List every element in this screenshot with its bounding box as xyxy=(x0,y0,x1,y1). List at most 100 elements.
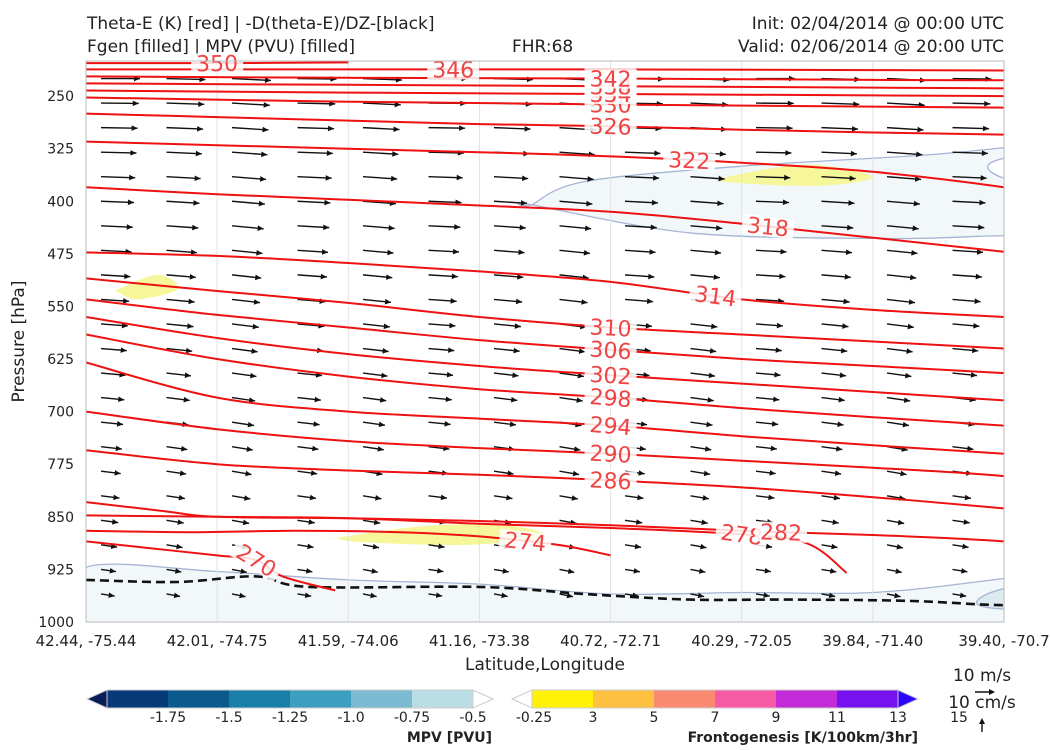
wind-arrow xyxy=(624,273,655,280)
wind-arrow xyxy=(821,298,850,305)
wind-arrow xyxy=(886,225,919,231)
y-tick-label: 700 xyxy=(47,405,74,421)
wind-arrow xyxy=(886,249,918,256)
wind-arrow xyxy=(297,543,314,550)
wind-arrow xyxy=(821,347,848,354)
wind-arrow xyxy=(952,224,985,231)
wind-arrow xyxy=(821,592,836,599)
wind-arrow xyxy=(755,592,770,598)
colorbar-tick: 7 xyxy=(711,710,720,726)
x-tick-label: 39.40, -70.7 xyxy=(958,632,1049,650)
x-tick-label: 40.29, -72.05 xyxy=(691,632,792,650)
wind-arrow xyxy=(952,592,967,599)
wind-arrow xyxy=(231,592,246,599)
wind-arrow xyxy=(952,519,970,525)
colorbar-title: Frontogenesis [K/100km/3hr] xyxy=(688,730,918,746)
wind-arrow xyxy=(886,176,922,182)
wind-arrow xyxy=(690,421,713,428)
wind-arrow xyxy=(231,274,262,281)
theta-e-label-318: 318 xyxy=(746,213,790,242)
wind-arrow xyxy=(100,125,138,131)
colorbar-tick: -1.75 xyxy=(150,710,186,726)
wind-arrow xyxy=(624,494,644,501)
colorbar-tick: 9 xyxy=(772,710,781,726)
theta-e-contour-318 xyxy=(86,186,1004,253)
wind-arrow xyxy=(166,249,198,256)
wind-arrow xyxy=(493,396,518,403)
wind-arrow xyxy=(493,175,529,182)
wind-arrow xyxy=(362,543,380,550)
wind-arrow xyxy=(690,568,706,574)
wind-arrow xyxy=(952,175,987,181)
wind-arrow xyxy=(166,298,195,305)
wind-arrow xyxy=(493,249,525,256)
theta-e-label-290: 290 xyxy=(589,442,632,469)
colorbar-tick: 11 xyxy=(828,710,846,726)
wind-arrow xyxy=(428,396,452,403)
wind-arrow xyxy=(821,372,847,378)
wind-arrow xyxy=(231,445,253,452)
wind-arrow xyxy=(231,372,257,379)
wind-arrow xyxy=(624,543,642,550)
wind-arrow xyxy=(886,396,911,403)
wind-arrow xyxy=(100,224,133,230)
wind-arrow xyxy=(952,445,974,452)
wind-arrow xyxy=(428,322,456,329)
wind-arrow xyxy=(952,322,980,329)
wind-arrow xyxy=(690,396,714,403)
wind-arrow xyxy=(690,274,720,280)
wind-arrow xyxy=(952,150,988,157)
wind-arrow xyxy=(297,592,312,599)
init-time: Init: 02/04/2014 @ 00:00 UTC xyxy=(751,14,1004,34)
wind-arrow xyxy=(231,200,265,207)
theta-e-label-314: 314 xyxy=(693,282,738,312)
wind-arrow xyxy=(362,323,390,330)
wind-arrow xyxy=(952,347,979,354)
wind-arrow xyxy=(755,125,793,131)
wind-arrow xyxy=(297,494,317,501)
colorbar-tick: -0.75 xyxy=(394,710,430,726)
wind-arrow xyxy=(231,347,258,354)
wind-arrow xyxy=(428,273,458,280)
wind-arrow xyxy=(559,298,588,305)
wind-arrow xyxy=(231,470,252,477)
y-tick-label: 925 xyxy=(47,562,74,578)
colorbar-tick: 13 xyxy=(889,710,907,726)
wind-arrow xyxy=(886,544,904,550)
wind-arrow xyxy=(886,421,910,428)
wind-arrow xyxy=(755,494,775,501)
wind-arrow xyxy=(493,298,523,305)
wind-arrow xyxy=(100,445,122,452)
wind-arrow xyxy=(297,199,331,206)
wind-arrow xyxy=(624,224,657,231)
wind-arrow xyxy=(559,470,580,477)
wind-arrow xyxy=(428,567,444,574)
wind-arrow xyxy=(952,494,972,501)
wind-arrow xyxy=(624,298,654,304)
fgen-region-1 xyxy=(114,274,179,300)
wind-arrow xyxy=(952,298,981,304)
colorbar-tick: 5 xyxy=(650,710,659,726)
mpv-region-0 xyxy=(517,147,1004,240)
x-axis-label: Latitude,Longitude xyxy=(465,655,625,675)
wind-arrow xyxy=(493,592,508,599)
wind-arrow xyxy=(362,372,388,379)
wind-arrow xyxy=(166,200,200,206)
wind-arrow xyxy=(821,543,838,550)
wind-arrow xyxy=(166,274,196,280)
wind-arrow xyxy=(166,150,202,157)
x-tick-label: 41.59, -74.06 xyxy=(298,632,399,650)
theta-e-contour-314 xyxy=(86,251,1004,319)
colorbar-tick: 15 xyxy=(950,710,968,726)
wind-arrow xyxy=(297,519,315,525)
wind-arrow xyxy=(362,151,399,157)
wind-arrow xyxy=(493,224,526,231)
forecast-hour: FHR:68 xyxy=(512,37,574,57)
wind-arrow xyxy=(362,225,395,231)
wind-arrow xyxy=(297,150,333,157)
theta-e-label-310: 310 xyxy=(589,315,632,342)
wind-arrow xyxy=(231,249,263,256)
theta-e-label-294: 294 xyxy=(589,413,633,441)
theta-e-contour-274 xyxy=(86,529,611,557)
